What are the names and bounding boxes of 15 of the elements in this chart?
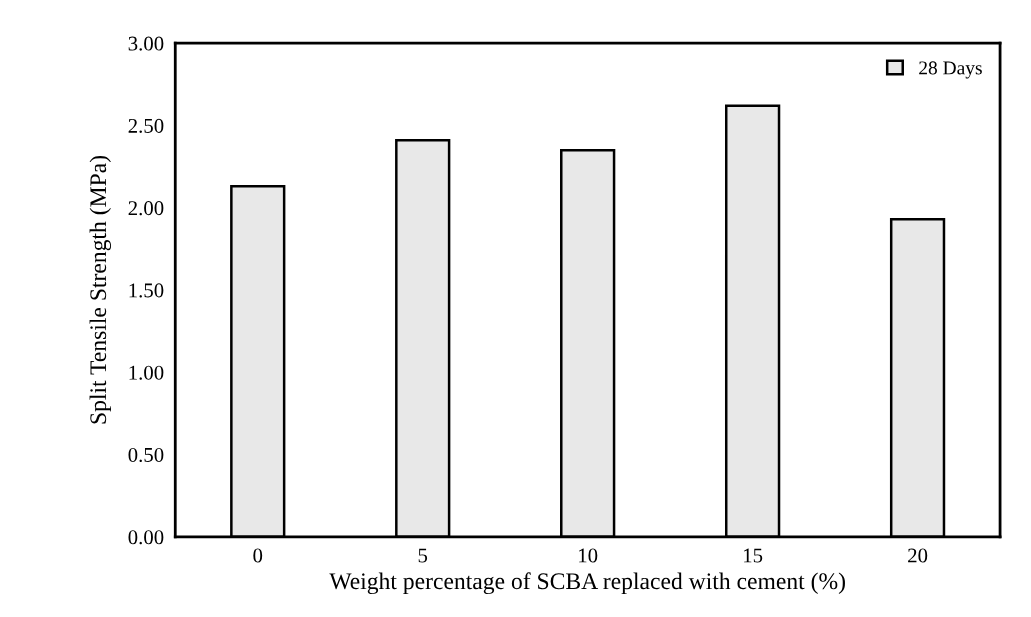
x-tick-label: 15 (744, 548, 763, 563)
x-tick-label: 0 (253, 548, 263, 563)
y-tick-label: 1.00 (129, 365, 164, 380)
y-tick-label: 0.00 (128, 530, 164, 545)
y-axis-title: Split Tensile Strength (MPa) (89, 155, 112, 424)
x-axis-title: Weight percentage of SCBA replaced with cement (%) (329, 572, 845, 595)
legend-label: 28 Days (919, 61, 982, 79)
y-tick-label: 0.50 (128, 447, 164, 463)
x-tick-label: 10 (579, 548, 598, 563)
y-tick-label: 1.50 (129, 283, 164, 298)
y-tick-label: 2.00 (128, 201, 164, 216)
x-tick-label: 20 (908, 548, 928, 563)
y-tick-label: 2.50 (128, 118, 164, 133)
y-tick-label: 3.00 (128, 36, 164, 51)
x-tick-label: 5 (418, 548, 428, 563)
